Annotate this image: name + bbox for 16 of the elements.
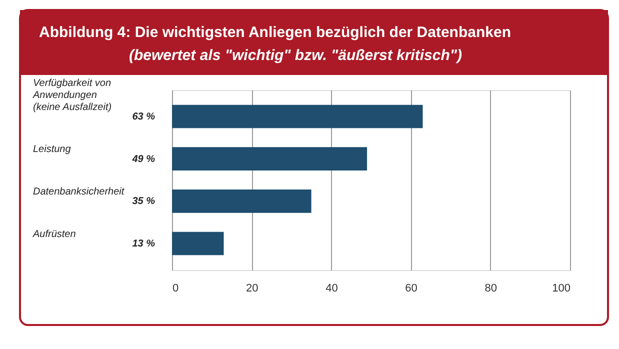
x-tick-label: 60 (405, 282, 418, 294)
chart-title: Abbildung 4: Die wichtigsten Anliegen bezüglich der Datenbanken (39, 24, 511, 41)
data-label: 63 % (132, 111, 156, 122)
data-label: 49 % (131, 154, 156, 165)
x-tick-label: 80 (484, 282, 498, 294)
x-tick-label: 20 (246, 282, 258, 294)
y-tick-label: Verfügbarkeit von Anwendungen (keine Ausfallzeit) (32, 78, 112, 113)
data-label: 35 % (132, 196, 156, 208)
x-tick-label: 100 (552, 282, 570, 294)
x-tick-label: 40 (326, 282, 338, 294)
data-label: 13 % (132, 238, 156, 250)
y-tick-label: Leistung (33, 144, 72, 156)
y-tick-label: Datenbanksicherheit (33, 186, 126, 198)
chart-subtitle: (bewertet als "wichtig" bzw. "äußerst kritisch") (129, 47, 462, 64)
x-tick-label: 0 (172, 282, 179, 294)
y-tick-label: Aufrüsten (32, 228, 76, 240)
